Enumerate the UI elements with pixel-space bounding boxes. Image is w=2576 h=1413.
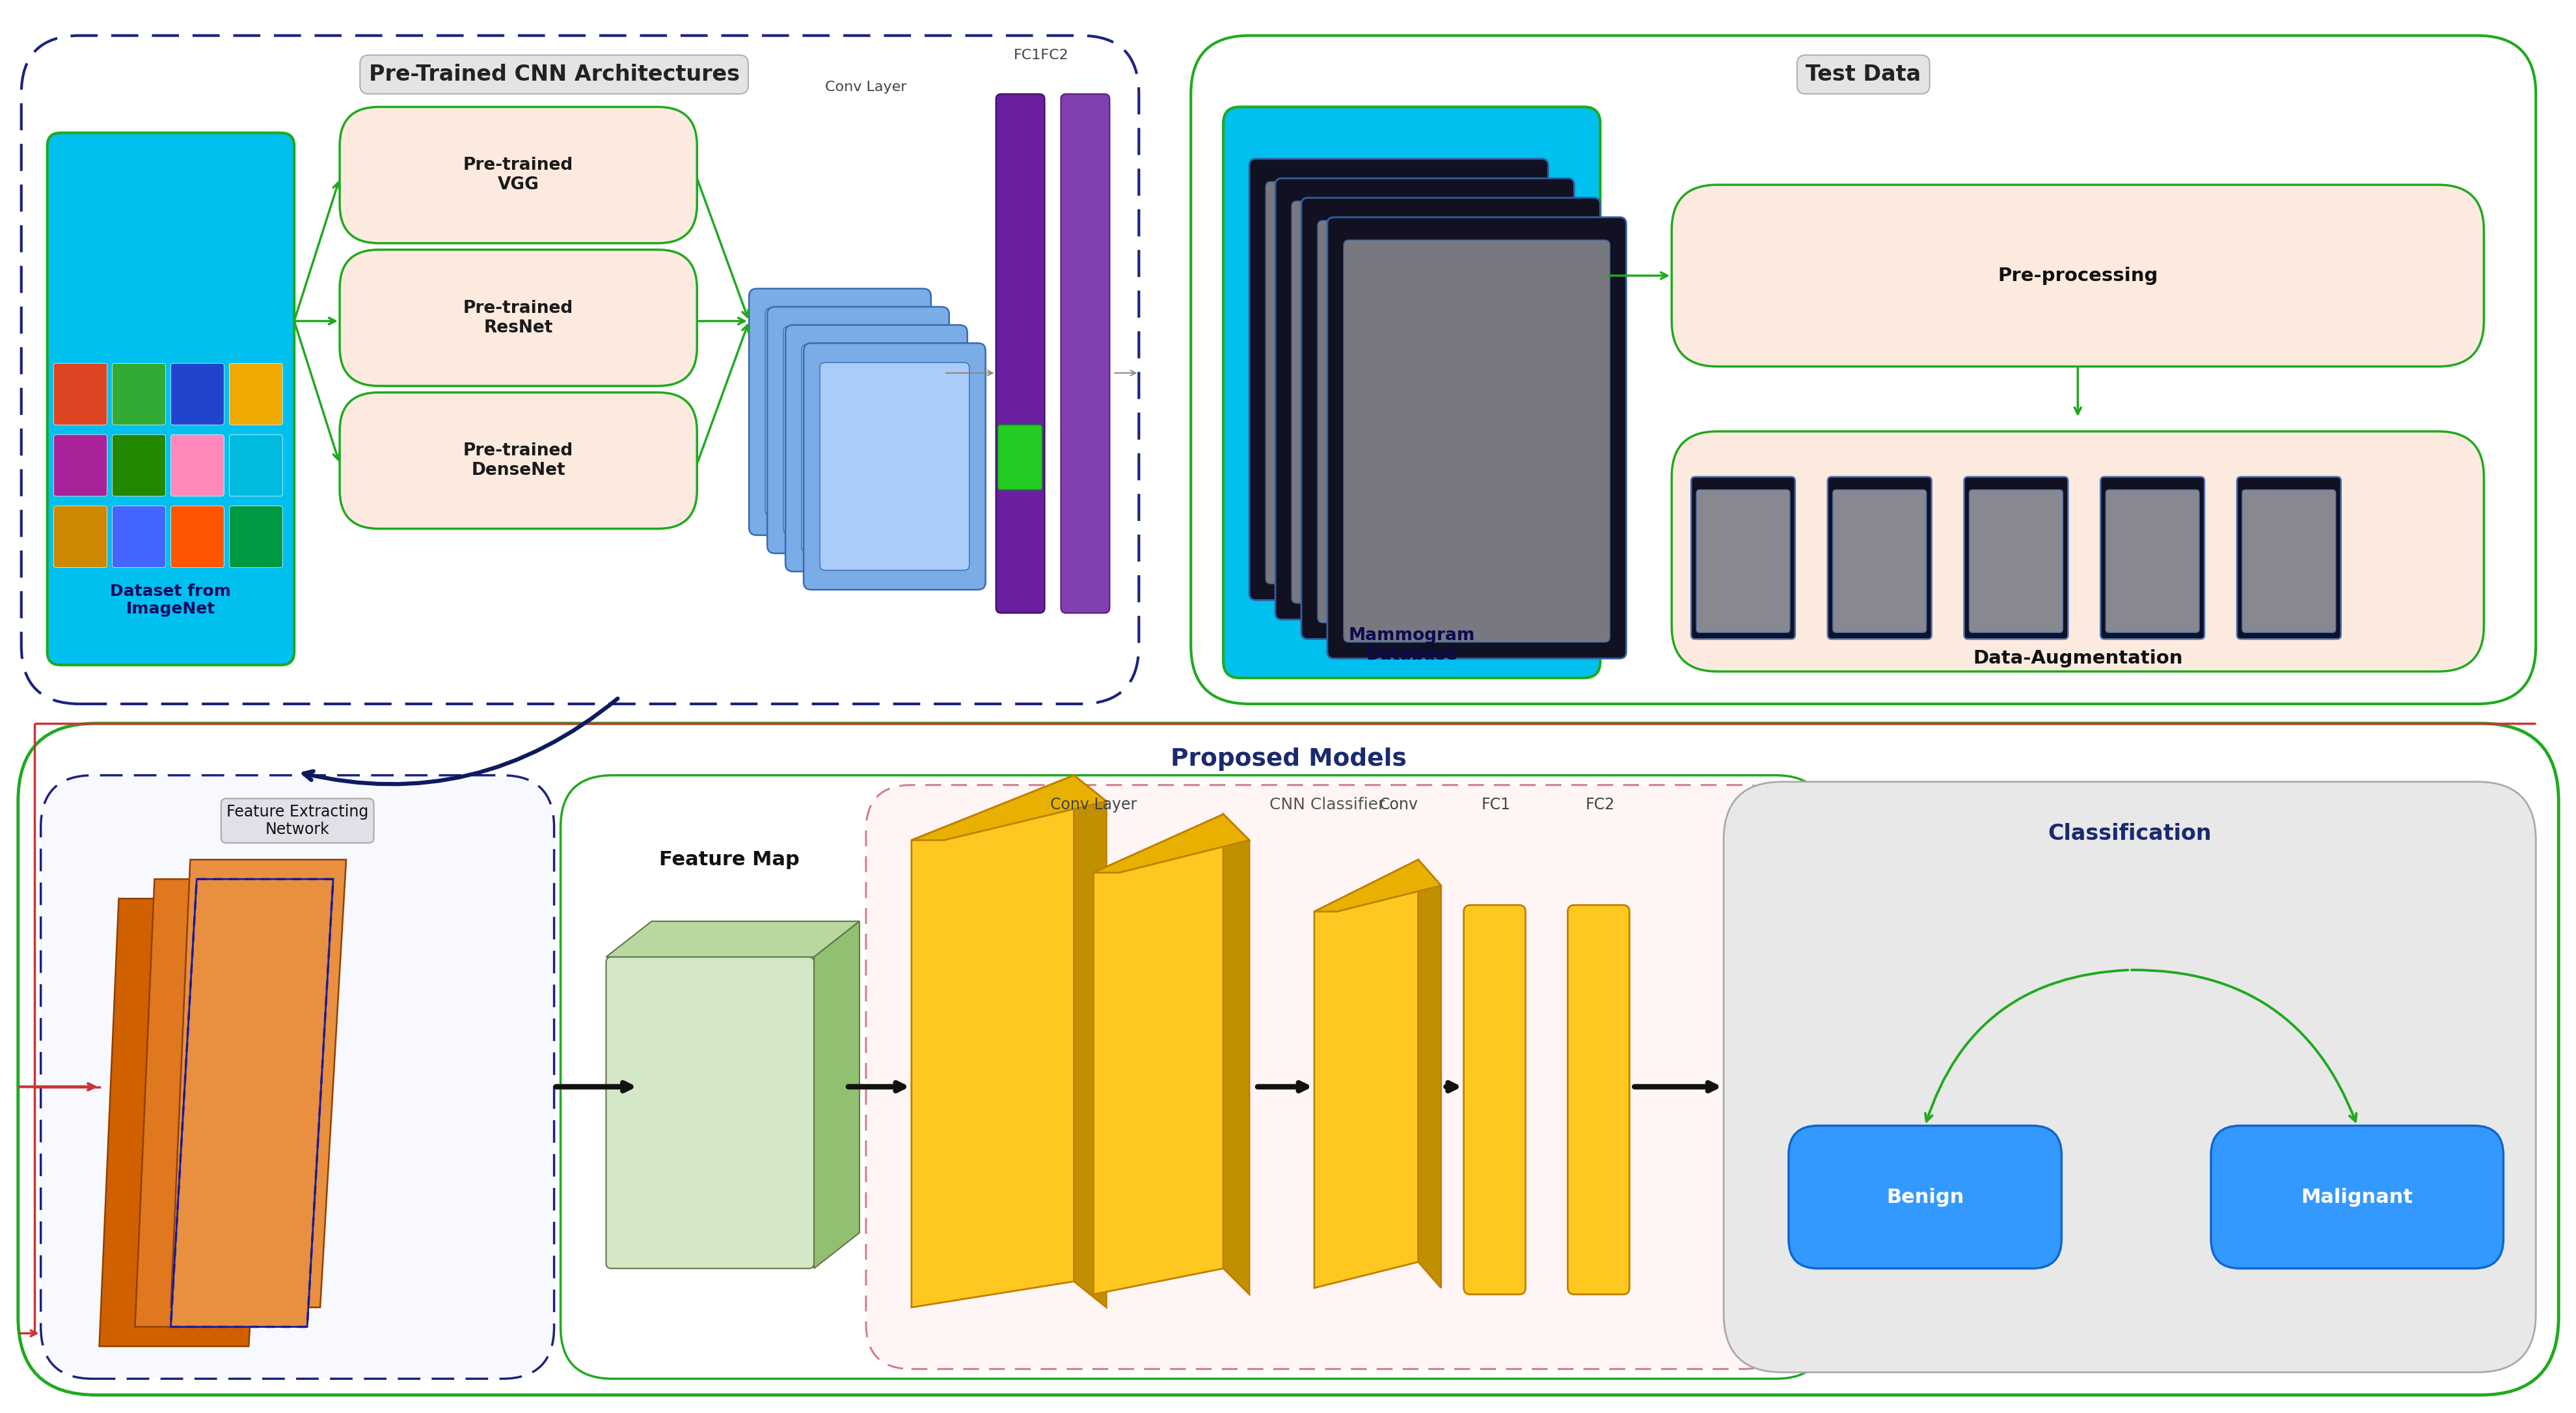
Polygon shape <box>605 921 860 957</box>
Text: Conv Layer: Conv Layer <box>824 81 907 95</box>
Text: Pre-Trained CNN Architectures: Pre-Trained CNN Architectures <box>368 64 739 85</box>
FancyBboxPatch shape <box>866 786 1788 1369</box>
FancyBboxPatch shape <box>170 506 224 568</box>
FancyBboxPatch shape <box>1963 476 2069 639</box>
Text: CNN Classifier: CNN Classifier <box>1270 797 1386 812</box>
Text: Feature Extracting
Network: Feature Extracting Network <box>227 804 368 838</box>
FancyBboxPatch shape <box>1672 185 2483 366</box>
FancyBboxPatch shape <box>1788 1126 2061 1269</box>
FancyBboxPatch shape <box>113 435 165 496</box>
FancyBboxPatch shape <box>340 107 698 243</box>
FancyBboxPatch shape <box>1463 906 1525 1294</box>
Polygon shape <box>170 879 332 1327</box>
Text: Proposed Models: Proposed Models <box>1170 747 1406 770</box>
Polygon shape <box>912 776 1108 841</box>
FancyBboxPatch shape <box>786 325 969 571</box>
FancyBboxPatch shape <box>1968 490 2063 633</box>
FancyBboxPatch shape <box>170 435 224 496</box>
FancyBboxPatch shape <box>2099 476 2205 639</box>
FancyBboxPatch shape <box>1301 198 1600 639</box>
Text: Pre-trained
ResNet: Pre-trained ResNet <box>464 300 574 336</box>
Text: Feature Map: Feature Map <box>659 851 799 869</box>
FancyBboxPatch shape <box>768 307 948 554</box>
FancyBboxPatch shape <box>765 308 914 516</box>
FancyBboxPatch shape <box>1190 35 2535 704</box>
FancyBboxPatch shape <box>1345 240 1610 643</box>
Text: Data-Augmentation: Data-Augmentation <box>1973 650 2182 667</box>
FancyBboxPatch shape <box>1692 476 1795 639</box>
FancyBboxPatch shape <box>605 957 814 1269</box>
FancyBboxPatch shape <box>1291 201 1558 603</box>
FancyBboxPatch shape <box>18 723 2558 1395</box>
FancyBboxPatch shape <box>113 506 165 568</box>
Polygon shape <box>1092 814 1249 873</box>
FancyBboxPatch shape <box>1316 220 1584 623</box>
FancyBboxPatch shape <box>1723 781 2535 1372</box>
FancyBboxPatch shape <box>562 776 1826 1379</box>
FancyBboxPatch shape <box>41 776 554 1379</box>
FancyBboxPatch shape <box>1826 476 1932 639</box>
FancyBboxPatch shape <box>1832 490 1927 633</box>
Polygon shape <box>814 921 860 1269</box>
Polygon shape <box>1314 859 1440 911</box>
Polygon shape <box>100 899 276 1347</box>
Text: FC2: FC2 <box>1584 797 1615 812</box>
FancyBboxPatch shape <box>21 35 1139 704</box>
Text: Dataset from
ImageNet: Dataset from ImageNet <box>111 584 232 617</box>
Polygon shape <box>134 879 312 1327</box>
Polygon shape <box>1074 776 1108 1307</box>
Text: Classification: Classification <box>2048 822 2213 845</box>
FancyBboxPatch shape <box>2241 490 2336 633</box>
Text: Conv Layer: Conv Layer <box>1051 797 1136 812</box>
Text: Pre-processing: Pre-processing <box>1996 267 2159 285</box>
FancyBboxPatch shape <box>54 506 108 568</box>
Text: Test Data: Test Data <box>1806 64 1922 85</box>
FancyBboxPatch shape <box>54 363 108 425</box>
FancyBboxPatch shape <box>801 345 951 552</box>
FancyBboxPatch shape <box>1698 490 1790 633</box>
Polygon shape <box>912 776 1074 1307</box>
Text: Benign: Benign <box>1886 1188 1963 1207</box>
FancyBboxPatch shape <box>1265 181 1533 584</box>
FancyBboxPatch shape <box>340 250 698 386</box>
Text: Malignant: Malignant <box>2300 1188 2414 1207</box>
FancyBboxPatch shape <box>1327 218 1625 658</box>
FancyBboxPatch shape <box>113 363 165 425</box>
FancyBboxPatch shape <box>46 133 294 666</box>
FancyBboxPatch shape <box>170 363 224 425</box>
FancyBboxPatch shape <box>1672 431 2483 671</box>
FancyBboxPatch shape <box>750 288 930 536</box>
FancyBboxPatch shape <box>997 93 1046 613</box>
FancyBboxPatch shape <box>1275 178 1574 619</box>
Text: FC1FC2: FC1FC2 <box>1015 48 1069 62</box>
FancyBboxPatch shape <box>340 393 698 528</box>
Text: FC1: FC1 <box>1481 797 1512 812</box>
FancyBboxPatch shape <box>783 326 933 534</box>
FancyBboxPatch shape <box>54 435 108 496</box>
FancyBboxPatch shape <box>2105 490 2200 633</box>
FancyBboxPatch shape <box>229 363 283 425</box>
Polygon shape <box>170 859 345 1307</box>
FancyBboxPatch shape <box>1569 906 1631 1294</box>
Text: Mammogram
Database: Mammogram Database <box>1350 627 1476 664</box>
FancyBboxPatch shape <box>804 343 987 589</box>
FancyBboxPatch shape <box>2236 476 2342 639</box>
Polygon shape <box>1092 814 1224 1294</box>
FancyBboxPatch shape <box>229 435 283 496</box>
Polygon shape <box>1419 859 1440 1287</box>
FancyBboxPatch shape <box>997 425 1043 490</box>
Polygon shape <box>1224 814 1249 1294</box>
FancyBboxPatch shape <box>1249 158 1548 601</box>
Text: Conv: Conv <box>1378 797 1419 812</box>
Text: Pre-trained
VGG: Pre-trained VGG <box>464 157 574 194</box>
Text: Pre-trained
DenseNet: Pre-trained DenseNet <box>464 442 574 479</box>
FancyBboxPatch shape <box>1061 93 1110 613</box>
Polygon shape <box>1314 859 1419 1287</box>
FancyBboxPatch shape <box>1224 107 1600 678</box>
FancyBboxPatch shape <box>819 363 969 571</box>
FancyBboxPatch shape <box>229 506 283 568</box>
FancyBboxPatch shape <box>2210 1126 2504 1269</box>
